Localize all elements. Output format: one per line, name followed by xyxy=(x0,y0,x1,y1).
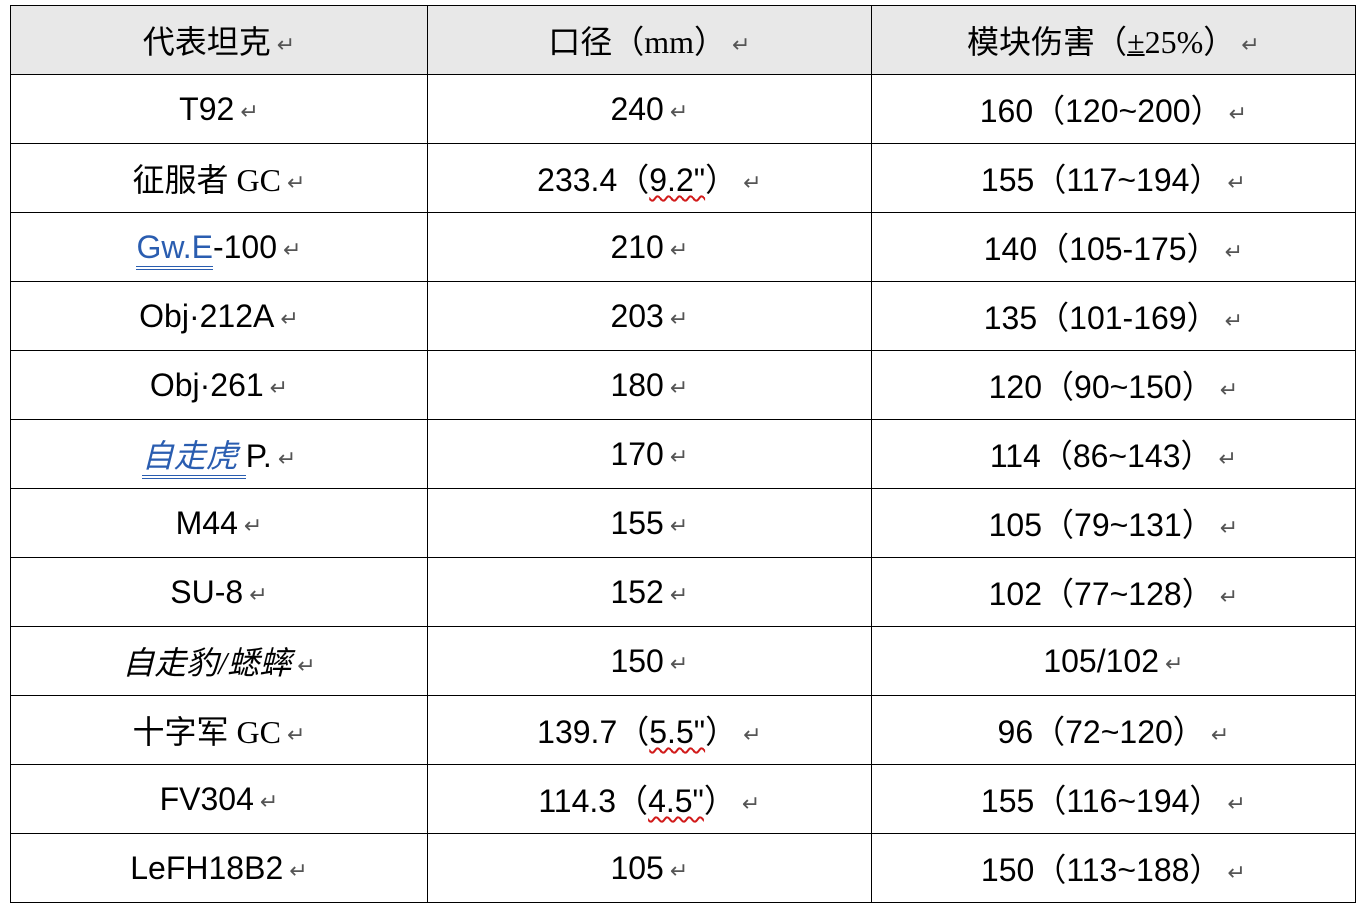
return-icon: ↵ xyxy=(670,306,688,332)
cell-caliber: 203↵ xyxy=(427,282,871,351)
cell-damage: 140（105-175）↵ xyxy=(871,213,1355,282)
cell-caliber: 233.4（9.2"）↵ xyxy=(427,144,871,213)
return-icon: ↵ xyxy=(289,858,307,884)
return-icon: ↵ xyxy=(283,237,301,263)
col-header-caliber: 口径（mm）↵ xyxy=(427,6,871,75)
table-row: T92↵240↵160（120~200）↵ xyxy=(11,75,1356,144)
return-icon: ↵ xyxy=(1227,791,1245,817)
table-row: Gw.E-100↵210↵140（105-175）↵ xyxy=(11,213,1356,282)
table-header-row: 代表坦克↵ 口径（mm）↵ 模块伤害（±25%）↵ xyxy=(11,6,1356,75)
return-icon: ↵ xyxy=(743,722,761,748)
return-icon: ↵ xyxy=(240,99,258,125)
table-row: FV304↵114.3（4.5"）↵155（116~194）↵ xyxy=(11,765,1356,834)
col-header-tank: 代表坦克↵ xyxy=(11,6,428,75)
table-row: Obj·261↵180↵120（90~150）↵ xyxy=(11,351,1356,420)
cell-caliber: 139.7（5.5"）↵ xyxy=(427,696,871,765)
table-row: Obj·212A↵203↵135（101-169）↵ xyxy=(11,282,1356,351)
return-icon: ↵ xyxy=(1227,860,1245,886)
cell-damage: 135（101-169）↵ xyxy=(871,282,1355,351)
return-icon: ↵ xyxy=(287,170,305,196)
return-icon: ↵ xyxy=(670,513,688,539)
cell-tank: T92↵ xyxy=(11,75,428,144)
cell-tank: Obj·212A↵ xyxy=(11,282,428,351)
cell-tank: 自走虎 P. ↵ xyxy=(11,420,428,489)
cell-damage: 155（117~194）↵ xyxy=(871,144,1355,213)
return-icon: ↵ xyxy=(1229,101,1247,127)
return-icon: ↵ xyxy=(280,306,298,332)
return-icon: ↵ xyxy=(670,582,688,608)
cell-damage: 155（116~194）↵ xyxy=(871,765,1355,834)
cell-damage: 120（90~150）↵ xyxy=(871,351,1355,420)
return-icon: ↵ xyxy=(732,32,750,58)
return-icon: ↵ xyxy=(1165,651,1183,677)
cell-caliber: 210↵ xyxy=(427,213,871,282)
cell-damage: 160（120~200）↵ xyxy=(871,75,1355,144)
return-icon: ↵ xyxy=(670,858,688,884)
cell-tank: Gw.E-100↵ xyxy=(11,213,428,282)
cell-tank: Obj·261↵ xyxy=(11,351,428,420)
tank-table: 代表坦克↵ 口径（mm）↵ 模块伤害（±25%）↵ T92↵240↵160（12… xyxy=(10,5,1356,903)
return-icon: ↵ xyxy=(670,237,688,263)
cell-tank: 十字军 GC↵ xyxy=(11,696,428,765)
table-row: 十字军 GC↵139.7（5.5"）↵96（72~120）↵ xyxy=(11,696,1356,765)
return-icon: ↵ xyxy=(670,651,688,677)
table-body: T92↵240↵160（120~200）↵征服者 GC↵233.4（9.2"）↵… xyxy=(11,75,1356,903)
return-icon: ↵ xyxy=(1220,377,1238,403)
return-icon: ↵ xyxy=(1220,584,1238,610)
cell-damage: 102（77~128）↵ xyxy=(871,558,1355,627)
cell-tank: LeFH18B2↵ xyxy=(11,834,428,903)
return-icon: ↵ xyxy=(1225,308,1243,334)
return-icon: ↵ xyxy=(270,375,288,401)
cell-tank: FV304↵ xyxy=(11,765,428,834)
table-row: LeFH18B2↵105↵150（113~188）↵ xyxy=(11,834,1356,903)
cell-caliber: 152↵ xyxy=(427,558,871,627)
return-icon: ↵ xyxy=(670,99,688,125)
return-icon: ↵ xyxy=(670,375,688,401)
cell-caliber: 180↵ xyxy=(427,351,871,420)
cell-damage: 114（86~143）↵ xyxy=(871,420,1355,489)
cell-damage: 105（79~131）↵ xyxy=(871,489,1355,558)
return-icon: ↵ xyxy=(1211,722,1229,748)
return-icon: ↵ xyxy=(1227,170,1245,196)
table-row: SU-8↵152↵102（77~128）↵ xyxy=(11,558,1356,627)
return-icon: ↵ xyxy=(277,32,295,58)
cell-damage: 105/102↵ xyxy=(871,627,1355,696)
return-icon: ↵ xyxy=(1225,239,1243,265)
return-icon: ↵ xyxy=(1241,32,1259,58)
table-row: 自走豹/蟋蟀↵150↵105/102↵ xyxy=(11,627,1356,696)
return-icon: ↵ xyxy=(742,791,760,817)
return-icon: ↵ xyxy=(297,653,315,679)
cell-caliber: 155↵ xyxy=(427,489,871,558)
cell-caliber: 170↵ xyxy=(427,420,871,489)
table-row: M44↵155↵105（79~131）↵ xyxy=(11,489,1356,558)
table-row: 征服者 GC↵233.4（9.2"）↵155（117~194）↵ xyxy=(11,144,1356,213)
col-header-damage: 模块伤害（±25%）↵ xyxy=(871,6,1355,75)
cell-caliber: 105↵ xyxy=(427,834,871,903)
cell-damage: 150（113~188）↵ xyxy=(871,834,1355,903)
cell-caliber: 240↵ xyxy=(427,75,871,144)
return-icon: ↵ xyxy=(743,170,761,196)
return-icon: ↵ xyxy=(287,722,305,748)
cell-tank: 自走豹/蟋蟀↵ xyxy=(11,627,428,696)
return-icon: ↵ xyxy=(249,582,267,608)
cell-damage: 96（72~120）↵ xyxy=(871,696,1355,765)
return-icon: ↵ xyxy=(244,513,262,539)
cell-tank: 征服者 GC↵ xyxy=(11,144,428,213)
cell-caliber: 114.3（4.5"）↵ xyxy=(427,765,871,834)
return-icon: ↵ xyxy=(1219,446,1237,472)
return-icon: ↵ xyxy=(278,446,296,472)
cell-caliber: 150↵ xyxy=(427,627,871,696)
table-row: 自走虎 P. ↵170↵114（86~143）↵ xyxy=(11,420,1356,489)
return-icon: ↵ xyxy=(670,444,688,470)
return-icon: ↵ xyxy=(260,789,278,815)
return-icon: ↵ xyxy=(1220,515,1238,541)
cell-tank: SU-8↵ xyxy=(11,558,428,627)
cell-tank: M44↵ xyxy=(11,489,428,558)
